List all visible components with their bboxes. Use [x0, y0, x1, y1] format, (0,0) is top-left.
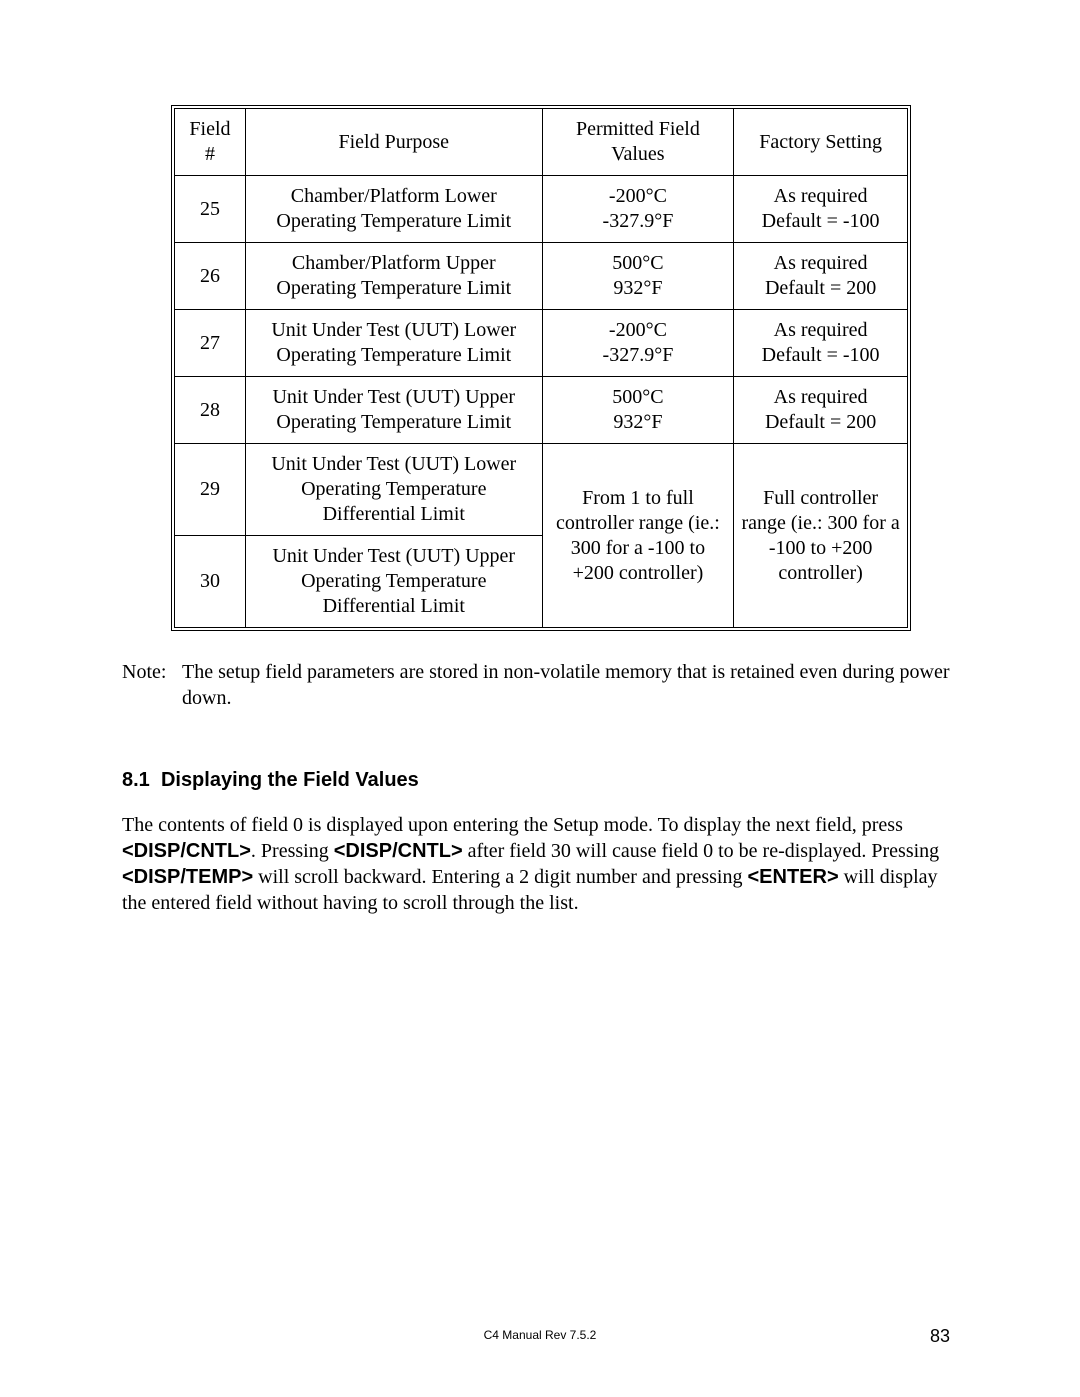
body-text: The contents of field 0 is displayed upo…: [122, 814, 903, 836]
table-row: 27 Unit Under Test (UUT) Lower Operating…: [175, 310, 908, 377]
header-permitted-values: Permitted Field Values: [542, 109, 734, 176]
page-number: 83: [930, 1326, 950, 1347]
cell-text: Default = -100: [762, 344, 880, 366]
key-label: <ENTER>: [747, 866, 838, 888]
cell-field-purpose: Chamber/Platform Upper Operating Tempera…: [245, 243, 542, 310]
cell-factory-setting: As required Default = -100: [734, 176, 908, 243]
key-label: <DISP/CNTL>: [334, 840, 463, 862]
section-title: Displaying the Field Values: [161, 769, 419, 791]
fields-table-outer-border: Field # Field Purpose Permitted Field Va…: [171, 105, 911, 631]
body-text: will scroll backward. Entering a 2 digit…: [253, 866, 747, 888]
fields-table: Field # Field Purpose Permitted Field Va…: [174, 108, 908, 628]
cell-permitted-values-merged: From 1 to full controller range (ie.: 30…: [542, 444, 734, 628]
cell-text: -200°C: [609, 319, 667, 341]
cell-text: -200°C: [609, 185, 667, 207]
table-header-row: Field # Field Purpose Permitted Field Va…: [175, 109, 908, 176]
cell-text: 932°F: [613, 277, 662, 299]
table-row: 26 Chamber/Platform Upper Operating Temp…: [175, 243, 908, 310]
note-label: Note:: [122, 659, 182, 711]
cell-text: 932°F: [613, 411, 662, 433]
header-text: #: [205, 143, 215, 165]
cell-text: Operating Temperature Limit: [276, 344, 511, 366]
cell-field-purpose: Chamber/Platform Lower Operating Tempera…: [245, 176, 542, 243]
cell-text: Unit Under Test (UUT) Lower: [271, 319, 516, 341]
cell-permitted-values: -200°C -327.9°F: [542, 176, 734, 243]
cell-text: Differential Limit: [323, 595, 465, 617]
cell-field-number: 27: [175, 310, 246, 377]
header-text: Values: [611, 143, 664, 165]
section-number: 8.1: [122, 769, 150, 791]
cell-text: As required: [774, 252, 868, 274]
cell-text: Chamber/Platform Lower: [291, 185, 497, 207]
cell-factory-setting: As required Default = -100: [734, 310, 908, 377]
cell-text: As required: [774, 319, 868, 341]
table-row: 25 Chamber/Platform Lower Operating Temp…: [175, 176, 908, 243]
cell-field-number: 30: [175, 536, 246, 628]
cell-text: 500°C: [612, 386, 663, 408]
cell-permitted-values: 500°C 932°F: [542, 377, 734, 444]
cell-text: As required: [774, 386, 868, 408]
cell-text: As required: [774, 185, 868, 207]
cell-text: -327.9°F: [603, 344, 674, 366]
cell-text: Chamber/Platform Upper: [292, 252, 496, 274]
cell-text: Operating Temperature: [301, 570, 486, 592]
cell-text: 500°C: [612, 252, 663, 274]
cell-field-number: 26: [175, 243, 246, 310]
cell-text: Operating Temperature Limit: [276, 411, 511, 433]
cell-factory-setting: As required Default = 200: [734, 243, 908, 310]
footer-center: C4 Manual Rev 7.5.2: [0, 1328, 1080, 1342]
header-text: Field Purpose: [339, 131, 450, 153]
header-text: Factory Setting: [759, 131, 882, 153]
cell-text: Operating Temperature: [301, 478, 486, 500]
cell-text: Unit Under Test (UUT) Upper: [272, 545, 515, 567]
document-page: Field # Field Purpose Permitted Field Va…: [0, 0, 1080, 1397]
body-text: . Pressing: [251, 840, 334, 862]
key-label: <DISP/CNTL>: [122, 840, 251, 862]
cell-text: Operating Temperature Limit: [276, 277, 511, 299]
section-heading: 8.1 Displaying the Field Values: [122, 769, 960, 792]
cell-text: Default = -100: [762, 210, 880, 232]
table-row: 29 Unit Under Test (UUT) Lower Operating…: [175, 444, 908, 536]
cell-text: Differential Limit: [323, 503, 465, 525]
cell-text: Unit Under Test (UUT) Lower: [271, 453, 516, 475]
cell-field-number: 28: [175, 377, 246, 444]
cell-permitted-values: -200°C -327.9°F: [542, 310, 734, 377]
key-label: <DISP/TEMP>: [122, 866, 253, 888]
cell-text: -327.9°F: [603, 210, 674, 232]
cell-text: Default = 200: [765, 411, 876, 433]
cell-text: Unit Under Test (UUT) Upper: [272, 386, 515, 408]
note-block: Note: The setup field parameters are sto…: [122, 659, 960, 711]
body-paragraph: The contents of field 0 is displayed upo…: [122, 812, 960, 916]
cell-field-purpose: Unit Under Test (UUT) Upper Operating Te…: [245, 377, 542, 444]
header-text: Permitted Field: [576, 118, 700, 140]
cell-field-purpose: Unit Under Test (UUT) Lower Operating Te…: [245, 444, 542, 536]
header-text: Field: [189, 118, 230, 140]
cell-text: Default = 200: [765, 277, 876, 299]
cell-field-number: 25: [175, 176, 246, 243]
cell-factory-setting-merged: Full controller range (ie.: 300 for a -1…: [734, 444, 908, 628]
cell-field-purpose: Unit Under Test (UUT) Upper Operating Te…: [245, 536, 542, 628]
cell-permitted-values: 500°C 932°F: [542, 243, 734, 310]
body-text: after field 30 will cause field 0 to be …: [463, 840, 940, 862]
header-field-number: Field #: [175, 109, 246, 176]
cell-text: Operating Temperature Limit: [276, 210, 511, 232]
header-field-purpose: Field Purpose: [245, 109, 542, 176]
header-factory-setting: Factory Setting: [734, 109, 908, 176]
cell-field-purpose: Unit Under Test (UUT) Lower Operating Te…: [245, 310, 542, 377]
table-row: 28 Unit Under Test (UUT) Upper Operating…: [175, 377, 908, 444]
cell-field-number: 29: [175, 444, 246, 536]
note-text: The setup field parameters are stored in…: [182, 659, 960, 711]
cell-factory-setting: As required Default = 200: [734, 377, 908, 444]
